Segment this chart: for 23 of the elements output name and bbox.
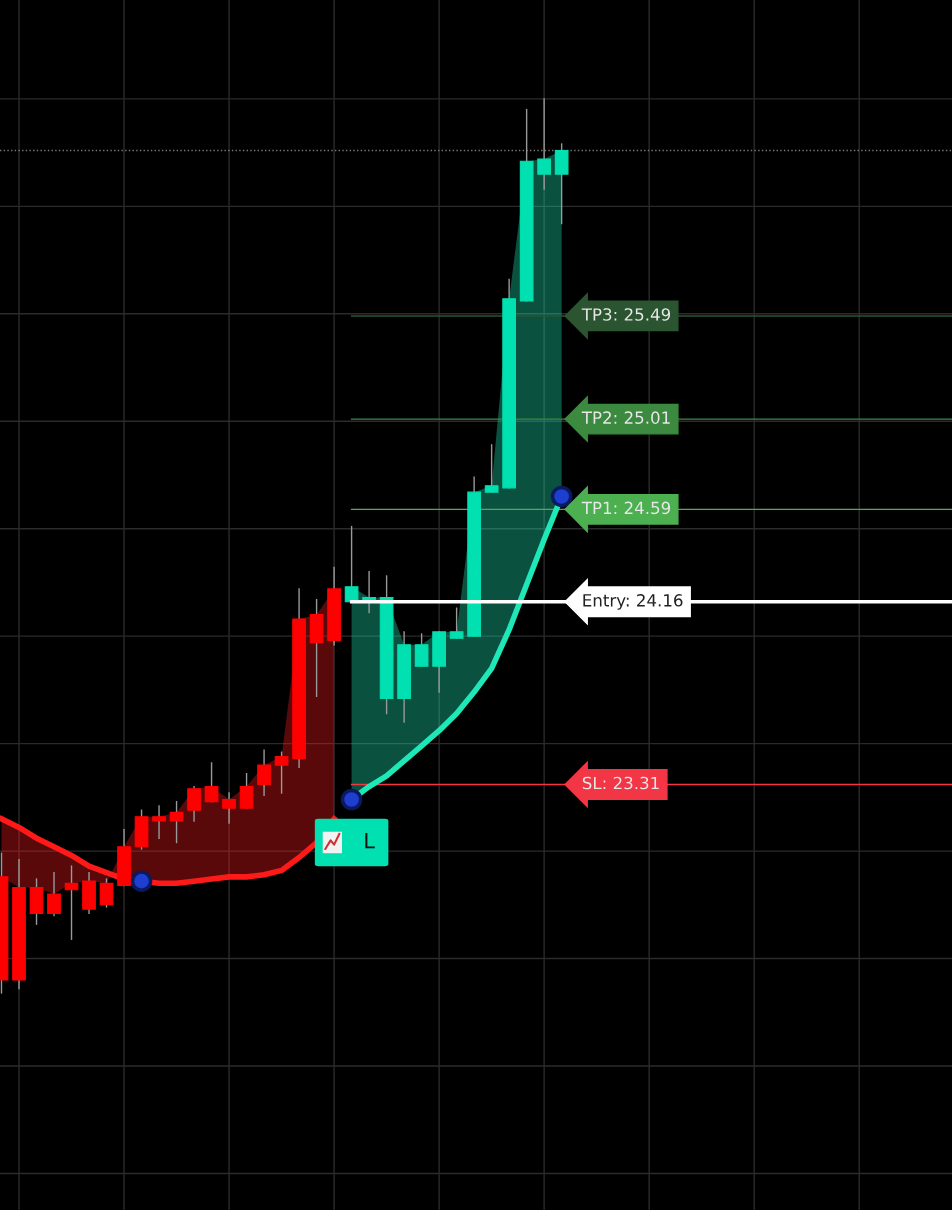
candlestick [449, 607, 464, 640]
candlestick [47, 871, 61, 917]
candlestick [204, 762, 219, 803]
candlestick [414, 633, 429, 667]
ref-line-label: TP3: 25.49 [581, 308, 671, 321]
ref-line-label: SL: 23.31 [582, 776, 659, 790]
candlestick [187, 785, 201, 822]
annotation: L [365, 833, 375, 849]
candlestick [537, 98, 552, 190]
candlestick [222, 792, 236, 824]
ref-line-label: TP1: 24.59 [581, 501, 671, 515]
candlestick [99, 878, 114, 908]
ref-line-label: TP2: 25.01 [581, 411, 670, 424]
candlestick [344, 525, 359, 603]
candlestick [362, 570, 376, 614]
candlestick [274, 751, 289, 794]
candlestick [239, 773, 254, 809]
candlestick [554, 143, 569, 225]
candlestick [257, 749, 271, 796]
ref-line-label: Entry: 24.16 [583, 594, 683, 610]
candlestick [152, 805, 166, 839]
candlestick [169, 800, 184, 844]
candlestick [484, 444, 499, 493]
